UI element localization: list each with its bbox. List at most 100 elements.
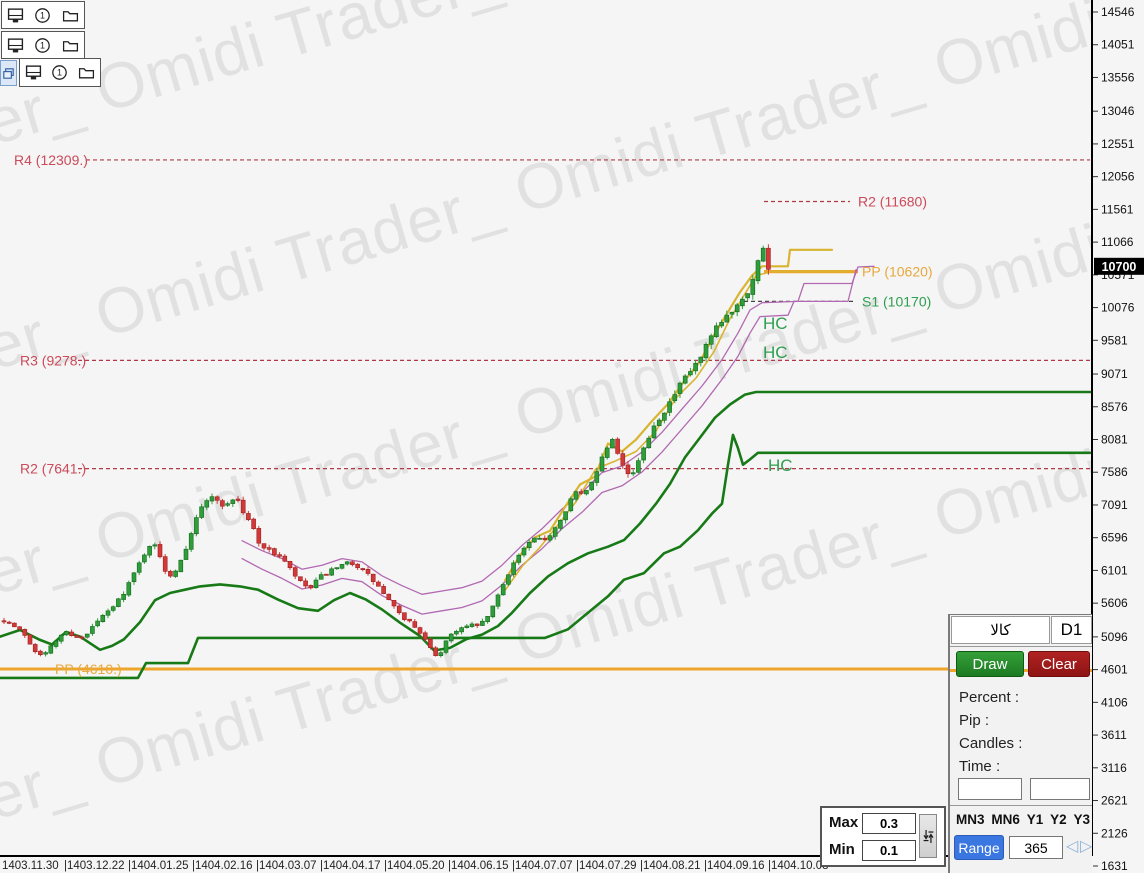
period-y1[interactable]: Y1 <box>1026 812 1044 827</box>
candle-body <box>173 570 178 577</box>
candle-body <box>428 638 433 648</box>
sort-updown-icon <box>923 829 933 843</box>
swap-min-max-button[interactable] <box>919 814 937 858</box>
candle-body <box>204 500 210 508</box>
panel-divider <box>950 646 1092 647</box>
candle-body <box>318 574 324 580</box>
y-axis-label: 4106 <box>1101 695 1128 709</box>
y-axis-label: 13556 <box>1101 70 1135 84</box>
y-axis-label: 10076 <box>1101 301 1135 315</box>
chart-template-icon[interactable] <box>7 6 25 24</box>
candle-body <box>454 630 459 635</box>
candle-body <box>506 574 511 585</box>
candle-body <box>17 626 22 630</box>
chart-template-icon[interactable] <box>7 36 25 54</box>
candle-body <box>594 471 600 483</box>
folder-icon[interactable] <box>61 6 79 24</box>
level-label-R2-upper: R2 (11680) <box>858 194 927 210</box>
candle-body <box>610 439 615 449</box>
candle-body <box>547 535 553 541</box>
candle-body <box>407 618 412 622</box>
candle-body <box>100 615 106 623</box>
time-from-input[interactable] <box>958 778 1022 800</box>
max-label: Max <box>829 814 859 831</box>
x-axis-label: |1404.05.20 <box>384 860 445 872</box>
candle-body <box>256 528 262 544</box>
timeframe-box[interactable]: D1 <box>1051 616 1092 644</box>
candle-body <box>698 356 704 363</box>
max-input[interactable] <box>862 813 916 834</box>
next-arrow-icon[interactable]: ▷ <box>1080 838 1093 855</box>
pip-label: Pip : <box>959 712 990 729</box>
min-input[interactable] <box>862 840 916 861</box>
candle-body <box>246 513 251 520</box>
candle-body <box>662 412 667 421</box>
range-button[interactable]: Range <box>954 835 1004 860</box>
y-axis-label: 1631 <box>1101 859 1128 873</box>
candle-body <box>22 629 28 636</box>
symbol-box[interactable]: کالا <box>951 616 1050 644</box>
candle-body <box>79 636 85 639</box>
y-axis-label: 11066 <box>1101 235 1134 249</box>
x-axis-label: |1404.09.16 <box>704 860 765 872</box>
candle-body <box>147 546 152 556</box>
prev-arrow-icon[interactable]: ◁ <box>1066 838 1079 855</box>
candle-body <box>532 537 537 543</box>
period-mn6[interactable]: MN6 <box>991 812 1020 827</box>
current-price-box <box>1094 257 1144 275</box>
candle-body <box>339 564 345 569</box>
min-label: Min <box>829 841 855 858</box>
candle-body <box>708 335 714 345</box>
candle-body <box>412 621 418 628</box>
x-axis-label: |1404.07.07 <box>512 860 573 872</box>
candle-body <box>313 579 319 588</box>
svg-text:1: 1 <box>40 10 45 20</box>
restore-window-icon[interactable] <box>0 60 17 86</box>
chart-template-icon[interactable] <box>24 64 42 82</box>
candle-body <box>261 543 267 549</box>
folder-icon[interactable] <box>61 36 79 54</box>
range-days-input[interactable] <box>1009 836 1063 859</box>
hc-annotation: HC <box>768 456 793 475</box>
candle-body <box>38 650 43 656</box>
candle-body <box>69 631 74 636</box>
candle-body <box>58 634 64 642</box>
candle-body <box>95 620 100 627</box>
level-label-PP-lower: PP (4610.) <box>55 661 122 677</box>
candle-body <box>381 586 386 594</box>
candle-body <box>740 298 745 307</box>
period-y3[interactable]: Y3 <box>1073 812 1090 827</box>
candle-body <box>324 573 329 576</box>
candle-body <box>376 581 381 587</box>
candle-body <box>355 563 360 569</box>
candle-body <box>350 561 355 565</box>
panel-divider <box>950 805 1092 806</box>
channel-high-line <box>241 265 875 595</box>
number-one-icon[interactable]: 1 <box>51 64 69 82</box>
toolbar-group-3: 1 <box>19 58 101 87</box>
y-axis-label: 8576 <box>1101 400 1128 414</box>
x-axis-label: |1404.02.16 <box>192 860 253 872</box>
candle-body <box>568 498 574 512</box>
candle-body <box>53 640 59 647</box>
candle-body <box>344 561 350 565</box>
candle-body <box>168 570 173 577</box>
draw-button[interactable]: Draw <box>956 651 1024 677</box>
period-mn3[interactable]: MN3 <box>956 812 985 827</box>
candle-body <box>511 562 516 575</box>
period-y2[interactable]: Y2 <box>1050 812 1067 827</box>
number-one-icon[interactable]: 1 <box>34 6 52 24</box>
x-axis-label: |1404.01.25 <box>128 860 189 872</box>
candle-body <box>110 606 116 611</box>
folder-icon[interactable] <box>78 64 96 82</box>
candle-body <box>636 460 641 473</box>
y-axis-label: 12551 <box>1101 137 1135 151</box>
clear-button[interactable]: Clear <box>1028 651 1090 677</box>
number-one-icon[interactable]: 1 <box>34 36 52 54</box>
candle-body <box>370 573 376 582</box>
candle-body <box>682 375 688 384</box>
y-axis-label: 9581 <box>1101 333 1128 347</box>
candle-body <box>537 537 542 540</box>
time-to-input[interactable] <box>1030 778 1090 800</box>
